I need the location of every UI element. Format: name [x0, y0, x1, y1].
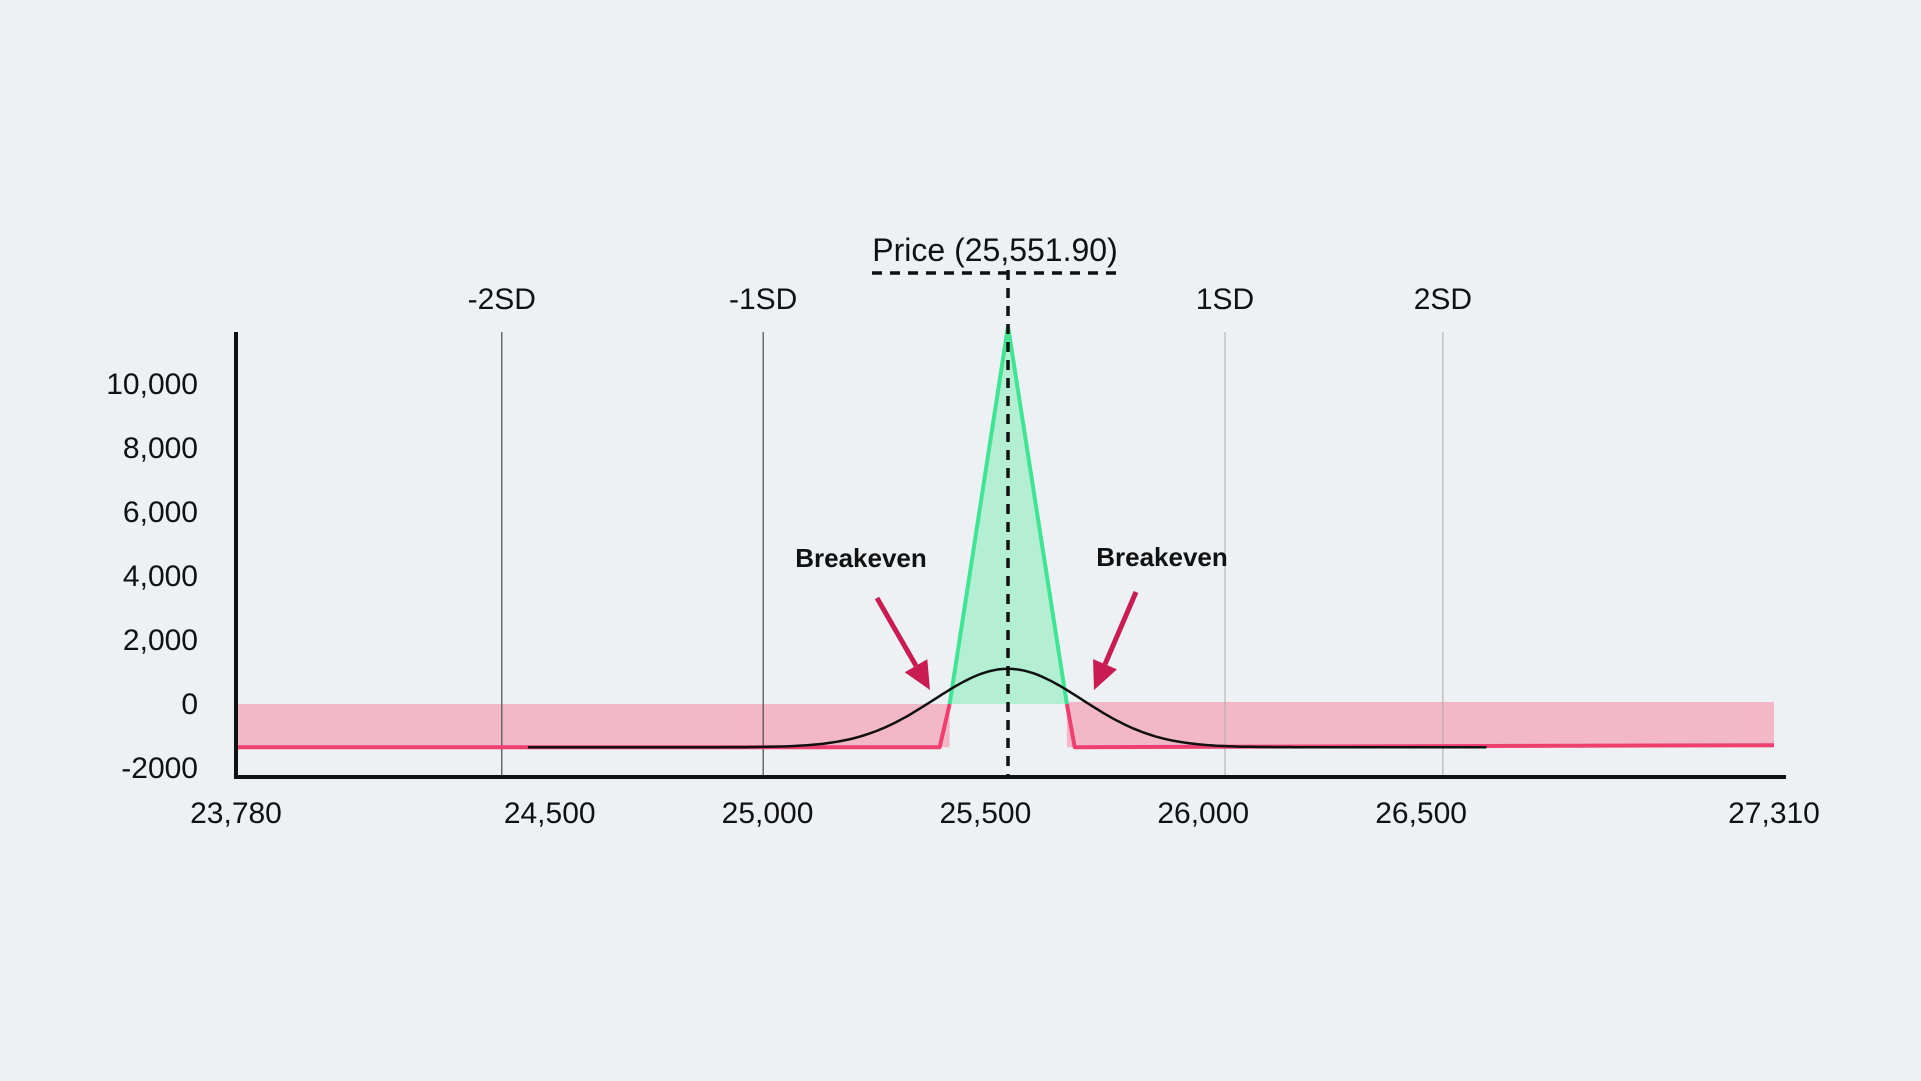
- x-tick-label: 25,500: [940, 797, 1032, 830]
- loss-zone-right: [1066, 702, 1774, 748]
- sd-lines: [501, 332, 1444, 777]
- price-label: Price (25,551.90): [872, 232, 1117, 268]
- sd-label: -2SD: [468, 283, 536, 316]
- loss-zone-left: [236, 704, 950, 748]
- sd-label: 2SD: [1414, 283, 1472, 316]
- breakeven-label: Breakeven: [795, 543, 927, 573]
- y-tick-label: 0: [181, 688, 198, 721]
- y-tick-label: -2000: [121, 752, 198, 785]
- breakeven-label: Breakeven: [1096, 542, 1228, 572]
- breakeven-arrows: [874, 591, 1139, 690]
- y-tick-label: 6,000: [123, 496, 198, 529]
- x-tick-label: 23,780: [190, 797, 282, 830]
- sd-label: 1SD: [1196, 283, 1254, 316]
- x-tick-label: 26,000: [1157, 797, 1249, 830]
- labels: -2SD -1SD 1SD 2SD Price (25,551.90) 10,000 8,0…: [106, 232, 1820, 830]
- x-tick-label: 24,500: [504, 797, 596, 830]
- profit-zone: [949, 326, 1067, 704]
- y-tick-label: 10,000: [106, 368, 198, 401]
- x-tick-label: 25,000: [722, 797, 814, 830]
- sd-label: -1SD: [729, 283, 797, 316]
- y-tick-label: 4,000: [123, 560, 198, 593]
- breakeven-arrow: [1102, 591, 1139, 666]
- payoff-line-loss-right: [1064, 703, 1775, 750]
- breakeven-arrowhead: [1093, 659, 1117, 690]
- y-tick-label: 2,000: [123, 624, 198, 657]
- payoff-line-loss-left: [236, 703, 952, 750]
- x-tick-label: 26,500: [1375, 797, 1467, 830]
- breakeven-arrowhead: [904, 659, 930, 690]
- price-marker: [872, 270, 1118, 777]
- y-tick-label: 8,000: [123, 432, 198, 465]
- shaded-zones: [236, 326, 1774, 748]
- breakeven-arrow: [874, 596, 919, 667]
- axes: [234, 332, 1786, 779]
- x-tick-label: 27,310: [1728, 797, 1820, 830]
